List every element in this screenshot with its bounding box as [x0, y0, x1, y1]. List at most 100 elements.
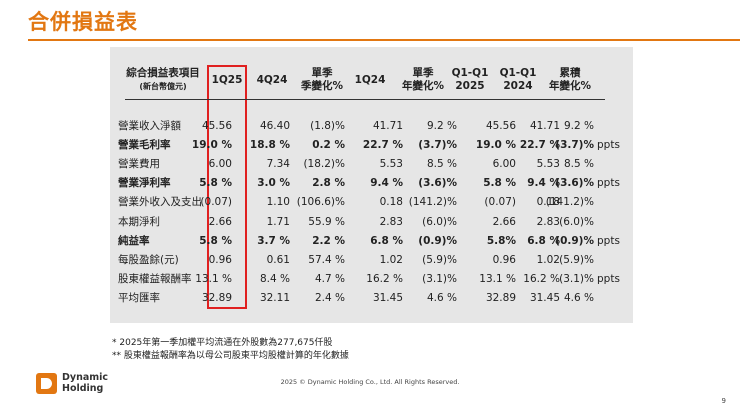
table-cell: 8.5 % [563, 158, 594, 171]
unit-label: ppts [597, 234, 620, 247]
table-cell: (3.1)% [559, 272, 594, 285]
table-cell: 13.1 % [479, 272, 516, 285]
table-cell: 16.2 % [366, 272, 403, 285]
table-cell: 9.2 % [563, 120, 594, 132]
table-cell: 45.56 [201, 120, 232, 132]
unit-label: ppts [597, 177, 620, 190]
footnote: ** 股東權益報酬率為以母公司股東平均股權計算的年化數據 [112, 351, 349, 361]
table-cell: (141.2)% [545, 196, 594, 209]
row-label: 營業外收入及支出 [118, 196, 202, 209]
table-cell: 1.10 [266, 196, 290, 209]
copyright: 2025 © Dynamic Holding Co., Ltd. All Rig… [280, 378, 460, 386]
header-divider [125, 99, 605, 100]
table-cell: 6.8 % [370, 234, 403, 247]
table-cell: (0.9)% [555, 234, 594, 247]
current-quarter-highlight [207, 65, 247, 309]
table-cell: (3.1)% [422, 272, 457, 285]
table-cell: 5.53 [379, 158, 403, 171]
table-cell: 22.7 % [362, 139, 403, 152]
table-cell: (5.9)% [559, 253, 594, 266]
column-header: Q1-Q1 2024 [499, 67, 537, 92]
table-cell: (5.9)% [422, 253, 457, 266]
table-cell: 1.71 [266, 215, 290, 228]
row-label: 營業淨利率 [118, 177, 171, 190]
logo-mark-icon [36, 373, 57, 394]
table-cell: 57.4 % [308, 253, 345, 266]
table-row: 本期淨利 2.66 1.71 55.9 % 2.83 (6.0)% 2.66 2.83 (6.0… [0, 213, 740, 232]
table-cell: 55.9 % [308, 215, 345, 228]
table-cell: 19.0 % [475, 139, 516, 152]
page-title: 合併損益表 [28, 10, 138, 34]
table-cell: (6.0)% [422, 215, 457, 228]
table-cell: (3.6)% [555, 177, 594, 190]
table-cell: 41.71 [372, 120, 403, 132]
table-cell: (141.2)% [408, 196, 457, 209]
table-row: 營業外收入及支出 (0.07) 1.10 (106.6)% 0.18 (141.2)% (0… [0, 193, 740, 212]
table-cell: 31.45 [372, 291, 403, 304]
logo-text: Dynamic Holding [62, 372, 109, 394]
footnote: * 2025年第一季加權平均流通在外股數為277,675仟股 [112, 338, 333, 348]
title-divider [28, 39, 740, 41]
table-cell: 5.53 [536, 158, 560, 171]
table-cell: 9.2 % [426, 120, 457, 132]
table-cell: 3.7 % [257, 234, 290, 247]
table-row: 營業毛利率 19.0 % 18.8 % 0.2 % 22.7 % (3.7)% 19.0 %… [0, 136, 740, 155]
table-cell: 0.2 % [312, 139, 345, 152]
table-cell: 45.56 [485, 120, 516, 132]
table-cell: 5.8 % [199, 177, 232, 190]
table-cell: (0.07) [200, 196, 232, 209]
table-cell: 4.6 % [426, 291, 457, 304]
table-cell: 2.2 % [312, 234, 345, 247]
table-row: 純益率 5.8 % 3.7 % 2.2 % 6.8 % (0.9)% 5.8% 6.8 % (0… [0, 232, 740, 251]
table-cell: 16.2 % [523, 272, 560, 285]
footnotes: * 2025年第一季加權平均流通在外股數為277,675仟股 ** 股東權益報酬… [112, 337, 349, 363]
table-cell: 9.4 % [370, 177, 403, 190]
table-cell: 4.7 % [314, 272, 345, 285]
column-header: 1Q25 [211, 74, 243, 86]
table-cell: 2.83 [379, 215, 403, 228]
row-label: 營業收入淨額 [118, 120, 181, 132]
row-label: 股東權益報酬率 [118, 272, 192, 285]
row-label: 本期淨利 [118, 215, 160, 228]
table-cell: 8.5 % [426, 158, 457, 171]
row-label: 營業毛利率 [118, 139, 171, 152]
table-cell: 2.83 [536, 215, 560, 228]
table-cell: 19.0 % [191, 139, 232, 152]
row-label: 平均匯率 [118, 291, 160, 304]
row-label: 營業費用 [118, 158, 160, 171]
table-cell: (1.8)% [310, 120, 345, 132]
table-cell: 6.00 [492, 158, 516, 171]
table-cell: 5.8 % [483, 177, 516, 190]
header-label: 綜合損益表項目 (新台幣億元) [126, 67, 200, 91]
table-cell: 2.66 [492, 215, 516, 228]
table-cell: 32.11 [259, 291, 290, 304]
table-row: 每股盈餘(元) 0.96 0.61 57.4 % 1.02 (5.9)% 0.96 1.02(… [0, 251, 740, 270]
table-cell: 8.4 % [259, 272, 290, 285]
column-header: 1Q24 [354, 74, 386, 86]
table-cell: 4.6 % [563, 291, 594, 304]
table-cell: (106.6)% [296, 196, 345, 209]
table-cell: 5.8 % [199, 234, 232, 247]
table-cell: 5.8% [486, 234, 516, 247]
table-cell: 46.40 [259, 120, 290, 132]
table-cell: 2.8 % [312, 177, 345, 190]
table-row: 平均匯率 32.89 32.11 2.4 % 31.45 4.6 % 32.89 31.45 4… [0, 289, 740, 308]
table-cell: 41.71 [529, 120, 560, 132]
table-cell: 22.7 % [519, 139, 560, 152]
row-label: 每股盈餘(元) [118, 253, 179, 266]
table-cell: (3.7)% [418, 139, 457, 152]
income-statement-panel [110, 47, 633, 323]
table-row: 營業費用 6.00 7.34 (18.2)% 5.53 8.5 % 6.00 5.53 8.5 … [0, 155, 740, 174]
table-cell: 9.4 % [527, 177, 560, 190]
table-cell: 1.02 [379, 253, 403, 266]
table-cell: (3.7)% [555, 139, 594, 152]
table-cell: 32.89 [485, 291, 516, 304]
page-number: 9 [721, 397, 726, 405]
table-cell: 18.8 % [249, 139, 290, 152]
table-cell: 0.18 [379, 196, 403, 209]
column-header: Q1-Q1 2025 [451, 67, 489, 92]
table-cell: 2.66 [208, 215, 232, 228]
table-cell: 6.8 % [527, 234, 560, 247]
table-cell: 6.00 [208, 158, 232, 171]
table-cell: 0.96 [492, 253, 516, 266]
